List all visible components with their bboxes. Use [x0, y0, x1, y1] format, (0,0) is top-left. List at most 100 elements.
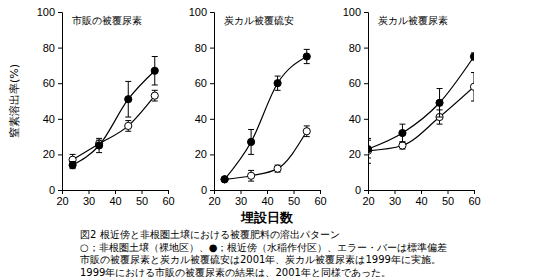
x-axis-title: 埋設日数 — [240, 210, 294, 225]
y-tick-label: 0 — [355, 184, 361, 196]
y-tick: 40 — [195, 113, 214, 125]
x-tick-label: 60 — [468, 195, 480, 207]
y-tick-mark — [210, 83, 214, 84]
y-tick-mark — [58, 48, 62, 49]
y-tick-label: 0 — [49, 184, 55, 196]
x-axis-line — [63, 191, 169, 195]
y-tick: 80 — [43, 42, 62, 54]
y-tick-label: 100 — [343, 6, 361, 18]
x-tick-label: 50 — [136, 195, 148, 207]
error-bar-cap — [304, 125, 310, 126]
error-bar-cap — [96, 152, 102, 153]
plot-area — [368, 53, 474, 163]
error-bar — [70, 162, 76, 169]
error-bar-cap — [368, 138, 371, 139]
y-tick-label: 60 — [349, 77, 361, 89]
data-point — [399, 142, 406, 149]
y-tick-label: 40 — [195, 113, 207, 125]
x-tick-mark — [241, 190, 242, 194]
series-line — [368, 57, 474, 150]
panel-title: 市販の被覆尿素 — [72, 15, 142, 26]
x-tick-mark — [115, 190, 116, 194]
x-tick-mark — [320, 190, 321, 194]
error-bar-cap — [152, 56, 158, 57]
x-tick-mark — [395, 190, 396, 194]
y-tick-label: 20 — [349, 148, 361, 160]
data-point — [399, 129, 406, 136]
error-bar — [471, 53, 474, 60]
y-tick-label: 60 — [43, 77, 55, 89]
error-bar-cap — [248, 129, 254, 130]
series-line — [225, 57, 307, 180]
error-bar-cap — [368, 163, 371, 164]
panel: 2030405060020406080100炭カル被覆尿素 — [343, 6, 481, 207]
error-bar-cap — [152, 101, 158, 102]
error-bar — [399, 124, 405, 142]
panel: 2030405060020406080100市販の被覆尿素窒素溶出率(%) — [8, 6, 175, 207]
error-bar-cap — [399, 141, 405, 142]
y-tick: 20 — [43, 148, 62, 160]
error-bar-cap — [248, 170, 254, 171]
y-tick: 100 — [343, 6, 368, 18]
data-point — [436, 99, 443, 106]
x-tick-label: 30 — [389, 195, 401, 207]
x-tick-label: 50 — [288, 195, 300, 207]
y-tick-label: 80 — [349, 42, 361, 54]
y-tick-mark — [210, 119, 214, 120]
error-bar-cap — [275, 90, 281, 91]
series-line — [368, 87, 474, 151]
x-tick: 20 — [56, 190, 68, 207]
x-tick: 20 — [362, 190, 374, 207]
error-bar — [275, 76, 281, 90]
data-point — [96, 142, 103, 149]
error-bar — [125, 121, 131, 132]
error-bar-cap — [437, 88, 443, 89]
y-tick: 80 — [195, 42, 214, 54]
y-tick: 60 — [43, 77, 62, 89]
data-point — [248, 172, 255, 179]
data-point — [470, 83, 474, 90]
x-tick: 30 — [83, 190, 95, 207]
data-point — [303, 128, 310, 135]
data-point — [125, 122, 132, 129]
error-bar-cap — [275, 76, 281, 77]
x-tick: 50 — [136, 190, 148, 207]
y-axis-line — [364, 13, 369, 191]
error-bar — [152, 90, 158, 101]
x-tick-mark — [267, 190, 268, 194]
x-tick: 60 — [162, 190, 174, 207]
x-axis: 2030405060 — [362, 190, 480, 207]
error-bar-cap — [471, 101, 474, 102]
x-tick: 20 — [208, 190, 220, 207]
panel-title: 炭カル被覆尿素 — [378, 15, 448, 26]
error-bar-cap — [125, 120, 131, 121]
y-tick-mark — [210, 48, 214, 49]
y-tick-mark — [210, 12, 214, 13]
error-bar — [399, 142, 405, 149]
y-tick-label: 0 — [201, 184, 207, 196]
error-bar-cap — [304, 63, 310, 64]
x-tick: 40 — [109, 190, 121, 207]
x-tick-label: 40 — [261, 195, 273, 207]
data-point — [303, 53, 310, 60]
y-tick-mark — [58, 12, 62, 13]
data-point — [470, 53, 474, 60]
data-point — [151, 92, 158, 99]
y-tick-label: 20 — [43, 148, 55, 160]
caption-line: 1999年における市販の被覆尿素の結果は、2001年と同様であった。 — [80, 267, 391, 277]
y-tick-label: 60 — [195, 77, 207, 89]
x-tick-mark — [448, 190, 449, 194]
x-axis-line — [369, 191, 475, 195]
x-tick-mark — [168, 190, 169, 194]
caption: 図2 根近傍と非根圏土壌における被覆肥料の溶出パターン○；非根圏土壌（裸地区）、… — [80, 229, 447, 277]
x-tick-label: 20 — [362, 195, 374, 207]
error-bar — [471, 73, 474, 101]
x-tick: 60 — [468, 190, 480, 207]
y-tick: 60 — [349, 77, 368, 89]
x-tick-mark — [142, 190, 143, 194]
x-tick-label: 30 — [235, 195, 247, 207]
error-bar-cap — [437, 124, 443, 125]
y-axis: 020406080100 — [189, 6, 215, 196]
y-tick-label: 100 — [37, 6, 55, 18]
data-point — [221, 176, 228, 183]
